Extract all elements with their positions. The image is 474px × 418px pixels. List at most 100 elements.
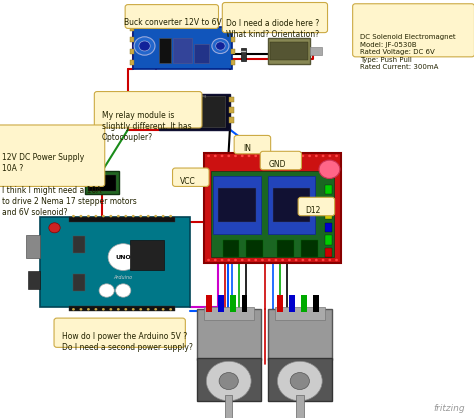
- FancyBboxPatch shape: [260, 151, 301, 170]
- Bar: [213, 176, 261, 234]
- Bar: [173, 38, 192, 63]
- Bar: [229, 97, 234, 102]
- Circle shape: [315, 259, 318, 261]
- Bar: [241, 48, 246, 61]
- Circle shape: [94, 215, 97, 217]
- Bar: [241, 51, 246, 52]
- Bar: [325, 248, 332, 257]
- Bar: [325, 198, 332, 207]
- Bar: [268, 358, 332, 401]
- Bar: [273, 188, 310, 222]
- Text: Do I need a diode here ?
What kind? Orientation?: Do I need a diode here ? What kind? Orie…: [226, 19, 319, 39]
- Circle shape: [80, 308, 82, 311]
- Bar: [325, 235, 332, 245]
- Bar: [268, 38, 310, 64]
- Circle shape: [295, 155, 298, 157]
- Circle shape: [295, 259, 298, 261]
- Bar: [301, 240, 318, 257]
- Circle shape: [254, 155, 257, 157]
- Bar: [325, 223, 332, 232]
- Circle shape: [147, 308, 150, 311]
- Bar: [85, 171, 118, 194]
- Bar: [133, 27, 232, 69]
- Circle shape: [102, 308, 105, 311]
- Text: DC Solenoid Electromagnet
Model: JF-0530B
Rated Voltage: DC 6V
Type: Push Pull
R: DC Solenoid Electromagnet Model: JF-0530…: [360, 34, 456, 70]
- FancyBboxPatch shape: [173, 168, 209, 186]
- Bar: [159, 94, 230, 130]
- Circle shape: [319, 160, 340, 178]
- Bar: [231, 60, 235, 65]
- Circle shape: [99, 284, 114, 297]
- Circle shape: [87, 308, 90, 311]
- Circle shape: [241, 155, 244, 157]
- Circle shape: [288, 155, 291, 157]
- Bar: [40, 217, 190, 307]
- Circle shape: [154, 308, 157, 311]
- Bar: [277, 296, 283, 312]
- Text: VCC: VCC: [180, 177, 196, 186]
- Bar: [204, 153, 341, 263]
- Circle shape: [154, 215, 157, 217]
- Text: UNO: UNO: [115, 255, 131, 260]
- Circle shape: [308, 259, 311, 261]
- Bar: [161, 96, 187, 127]
- Circle shape: [234, 259, 237, 261]
- Bar: [268, 176, 315, 234]
- Bar: [218, 296, 224, 312]
- Bar: [301, 296, 307, 312]
- Circle shape: [139, 41, 150, 51]
- FancyBboxPatch shape: [353, 4, 474, 57]
- Circle shape: [162, 308, 164, 311]
- Bar: [230, 296, 236, 312]
- Circle shape: [206, 361, 251, 401]
- Circle shape: [301, 259, 304, 261]
- Circle shape: [102, 215, 105, 217]
- Bar: [197, 358, 261, 401]
- Bar: [289, 296, 295, 312]
- Circle shape: [214, 155, 217, 157]
- Bar: [130, 38, 134, 43]
- Circle shape: [322, 259, 325, 261]
- FancyBboxPatch shape: [54, 318, 185, 347]
- Bar: [197, 309, 261, 360]
- Circle shape: [268, 155, 271, 157]
- Text: Buck converter 12V to 6V: Buck converter 12V to 6V: [124, 18, 222, 28]
- Bar: [231, 38, 235, 43]
- Circle shape: [220, 155, 223, 157]
- Circle shape: [134, 37, 155, 55]
- Bar: [229, 107, 234, 113]
- Circle shape: [80, 215, 82, 217]
- Circle shape: [87, 215, 90, 217]
- Circle shape: [117, 308, 120, 311]
- Circle shape: [124, 215, 127, 217]
- FancyBboxPatch shape: [0, 125, 105, 186]
- Circle shape: [241, 259, 244, 261]
- Circle shape: [162, 215, 164, 217]
- Circle shape: [207, 259, 210, 261]
- Bar: [130, 240, 164, 270]
- Bar: [73, 236, 85, 253]
- Bar: [130, 48, 134, 54]
- Circle shape: [49, 223, 60, 233]
- Bar: [275, 306, 325, 320]
- Bar: [69, 306, 175, 311]
- Circle shape: [301, 155, 304, 157]
- Text: D12: D12: [305, 206, 320, 215]
- Circle shape: [234, 155, 237, 157]
- Bar: [223, 240, 239, 257]
- Text: Frizzi Fritzing: Frizzi Fritzing: [182, 94, 206, 98]
- Circle shape: [117, 215, 120, 217]
- Circle shape: [274, 155, 277, 157]
- Bar: [296, 395, 303, 418]
- Text: fritzing: fritzing: [433, 404, 465, 413]
- FancyBboxPatch shape: [222, 3, 328, 33]
- Circle shape: [261, 259, 264, 261]
- Bar: [206, 296, 212, 312]
- Bar: [159, 38, 171, 63]
- Circle shape: [169, 308, 172, 311]
- Bar: [310, 47, 322, 55]
- Circle shape: [219, 372, 238, 390]
- Bar: [229, 117, 234, 123]
- Circle shape: [247, 259, 250, 261]
- Circle shape: [220, 259, 223, 261]
